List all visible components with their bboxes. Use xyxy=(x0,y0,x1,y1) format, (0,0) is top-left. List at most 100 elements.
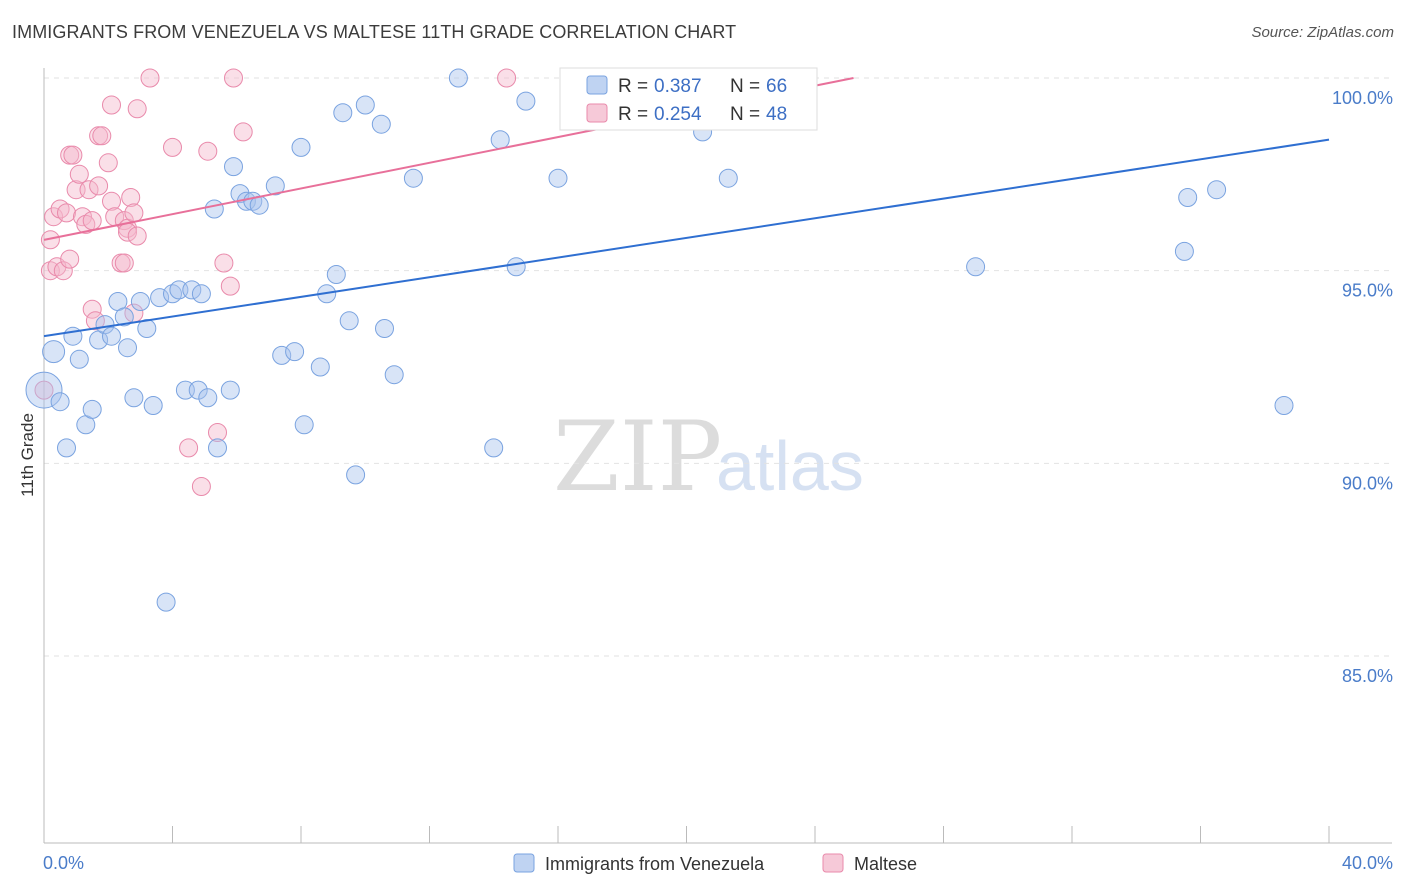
venezuela-point-26 xyxy=(198,388,218,408)
venezuela-point-56 xyxy=(548,168,568,188)
venezuela-point-62 xyxy=(1174,241,1194,261)
maltese-point-38 xyxy=(179,438,199,458)
venezuela-point-51 xyxy=(448,68,468,88)
maltese-point-0 xyxy=(34,380,54,400)
venezuela-point-2 xyxy=(50,392,70,412)
venezuela-point-7 xyxy=(82,399,102,419)
maltese-point-3 xyxy=(44,207,64,227)
venezuela-point-55 xyxy=(516,91,536,111)
venezuela-point-10 xyxy=(102,326,121,346)
venezuela-point-64 xyxy=(1207,180,1227,200)
maltese-point-43 xyxy=(220,276,240,296)
venezuela-point-37 xyxy=(285,342,305,362)
x-tick-label-min: 0.0% xyxy=(43,853,84,873)
venezuela-point-45 xyxy=(346,465,366,485)
legend-n-value-venezuela: 66 xyxy=(766,76,787,97)
venezuela-point-50 xyxy=(403,168,423,188)
maltese-point-34 xyxy=(127,99,147,119)
legend-r-value-maltese: 0.254 xyxy=(654,104,702,125)
maltese-point-12 xyxy=(69,164,89,184)
legend-bottom-swatch-maltese xyxy=(822,853,844,873)
maltese-point-22 xyxy=(98,153,118,173)
venezuela-point-5 xyxy=(69,349,89,369)
venezuela-point-23 xyxy=(182,280,202,300)
maltese-point-41 xyxy=(208,423,227,442)
venezuela-point-35 xyxy=(265,176,285,196)
venezuela-point-0 xyxy=(25,371,63,409)
venezuela-point-40 xyxy=(310,357,330,377)
legend-n-label-venezuela: N = xyxy=(730,76,760,97)
venezuela-point-53 xyxy=(490,130,510,150)
venezuela-point-12 xyxy=(114,307,134,327)
venezuela-point-43 xyxy=(333,103,353,123)
venezuela-point-59 xyxy=(718,168,738,188)
venezuela-point-29 xyxy=(220,380,240,400)
maltese-point-15 xyxy=(79,180,99,200)
legend-series: Immigrants from Venezuela Maltese xyxy=(513,853,917,874)
venezuela-point-3 xyxy=(57,438,76,458)
venezuela-point-19 xyxy=(156,592,176,612)
venezuela-point-18 xyxy=(150,288,170,308)
venezuela-point-1 xyxy=(42,340,66,364)
venezuela-point-17 xyxy=(143,396,163,415)
y-tick-label-2: 90.0% xyxy=(1342,473,1393,493)
venezuela-point-54 xyxy=(506,257,526,277)
y-tick-label-0: 100.0% xyxy=(1332,88,1393,108)
venezuela-point-15 xyxy=(130,292,150,311)
axes xyxy=(43,68,1392,844)
maltese-point-36 xyxy=(140,68,160,88)
maltese-point-1 xyxy=(40,230,60,250)
venezuela-point-47 xyxy=(371,114,391,134)
venezuela-point-27 xyxy=(204,199,224,219)
y-tick-label-3: 85.0% xyxy=(1342,666,1393,686)
maltese-point-39 xyxy=(191,477,211,496)
venezuela-point-39 xyxy=(294,415,314,435)
venezuela-trend-line xyxy=(43,138,1330,338)
maltese-point-13 xyxy=(73,207,92,227)
maltese-point-31 xyxy=(121,188,141,207)
y-tick-label-1: 95.0% xyxy=(1342,281,1393,301)
venezuela-point-52 xyxy=(484,438,504,458)
legend-stats: R = 0.387 N = 66 R = 0.254 N = 48 xyxy=(559,67,818,131)
venezuela-point-38 xyxy=(291,137,311,157)
maltese-point-35 xyxy=(127,226,147,246)
maltese-point-28 xyxy=(114,253,134,273)
maltese-point-42 xyxy=(214,253,234,273)
legend-r-value-venezuela: 0.387 xyxy=(654,76,702,97)
venezuela-point-24 xyxy=(188,380,208,400)
legend-n-value-maltese: 48 xyxy=(766,104,787,125)
venezuela-point-42 xyxy=(326,265,346,284)
maltese-point-32 xyxy=(124,203,144,223)
venezuela-point-63 xyxy=(1178,188,1198,207)
maltese-point-11 xyxy=(66,180,86,200)
series-maltese xyxy=(34,68,745,496)
legend-bottom-label-maltese: Maltese xyxy=(854,854,917,874)
maltese-point-14 xyxy=(76,214,96,234)
source-label: Source: ZipAtlas.com xyxy=(1251,24,1394,41)
maltese-point-17 xyxy=(82,211,102,231)
venezuela-point-14 xyxy=(124,388,144,408)
venezuela-point-25 xyxy=(191,284,211,304)
venezuela-point-30 xyxy=(224,157,243,177)
legend-r-label-maltese: R = xyxy=(618,104,648,125)
maltese-point-7 xyxy=(57,203,76,223)
watermark-atlas: atlas xyxy=(716,427,864,505)
venezuela-point-49 xyxy=(384,365,404,385)
y-axis-title: 11th Grade xyxy=(18,413,37,497)
maltese-point-21 xyxy=(92,126,112,146)
maltese-point-23 xyxy=(102,191,121,211)
venezuela-point-21 xyxy=(169,280,189,300)
y-tick-labels: 100.0% 95.0% 90.0% 85.0% xyxy=(1332,88,1393,686)
venezuela-point-65 xyxy=(1274,396,1294,415)
watermark: ZIP atlas xyxy=(553,401,864,513)
maltese-point-8 xyxy=(60,249,80,269)
maltese-point-6 xyxy=(53,261,73,281)
venezuela-point-44 xyxy=(339,311,359,331)
legend-n-label-maltese: N = xyxy=(730,104,760,125)
legend-r-label-venezuela: R = xyxy=(618,76,648,97)
legend-swatch-venezuela xyxy=(586,75,608,95)
maltese-point-24 xyxy=(102,95,121,115)
legend-bottom-swatch-venezuela xyxy=(513,853,535,873)
legend-swatch-maltese xyxy=(586,103,608,123)
venezuela-point-46 xyxy=(355,95,375,115)
